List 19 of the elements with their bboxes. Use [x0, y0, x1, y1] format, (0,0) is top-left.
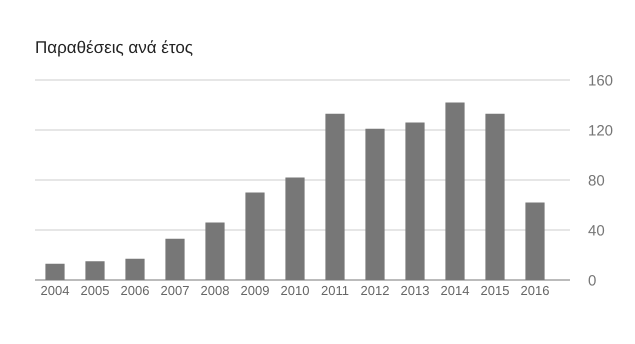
- x-tick-label: 2011: [321, 283, 349, 298]
- x-tick-label: 2004: [40, 283, 70, 298]
- y-tick-label: 160: [588, 72, 614, 90]
- y-tick-label: 80: [588, 172, 605, 190]
- x-tick-label: 2016: [520, 283, 550, 298]
- x-tick-label: 2013: [400, 283, 430, 298]
- chart-title: Παραθέσεις ανά έτος: [35, 38, 193, 57]
- y-tick-label: 120: [588, 122, 614, 140]
- x-tick-label: 2010: [280, 283, 310, 298]
- x-tick-label: 2008: [200, 283, 230, 298]
- y-tick-label: 40: [588, 222, 605, 240]
- x-tick-label: 2012: [360, 283, 390, 298]
- x-tick-label: 2005: [80, 283, 110, 298]
- x-tick-label: 2006: [120, 283, 150, 298]
- x-tick-label: 2014: [440, 283, 470, 298]
- x-tick-label: 2015: [480, 283, 510, 298]
- y-tick-label: 0: [588, 272, 596, 290]
- x-tick-label: 2009: [240, 283, 270, 298]
- x-tick-label: 2007: [160, 283, 190, 298]
